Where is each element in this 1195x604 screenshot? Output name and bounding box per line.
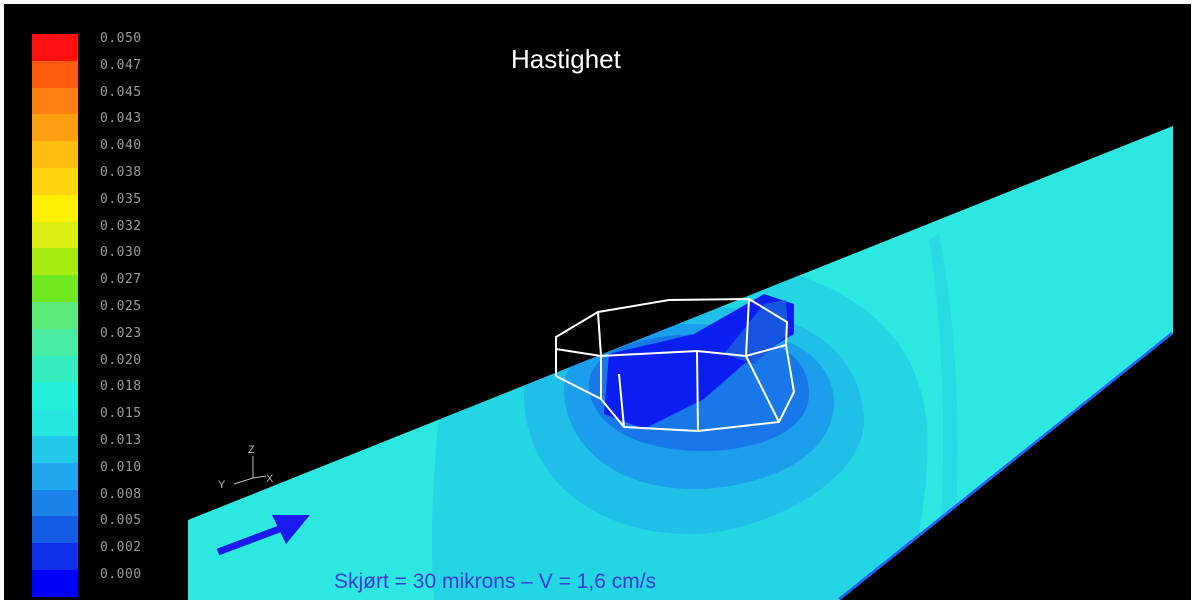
legend-swatch: [32, 34, 78, 62]
wireframe-edge-6: [745, 298, 750, 357]
flow-direction-arrow: [216, 515, 310, 556]
wireframe-body: [555, 297, 796, 433]
legend-swatch: [32, 141, 78, 169]
legend-swatch: [32, 489, 78, 517]
figure-title: Hastighet: [511, 44, 621, 74]
legend-swatch: [32, 328, 78, 357]
legend-swatch: [32, 409, 78, 437]
band-under-right: [929, 234, 958, 600]
legend-swatch: [32, 87, 78, 115]
legend-label: 0.013: [100, 433, 142, 448]
legend-swatch: [32, 355, 78, 383]
wireframe-edge-3: [597, 311, 602, 357]
velocity-plane: [188, 126, 1173, 600]
legend-swatch: [32, 60, 78, 89]
legend-label: 0.045: [100, 84, 142, 100]
legend-swatch: [32, 382, 78, 410]
flow-scene: Z Y X: [188, 126, 1173, 600]
legend-label: 0.050: [100, 31, 142, 46]
legend-swatch: [32, 436, 78, 464]
legend-label: 0.015: [100, 406, 142, 422]
legend-swatch: [32, 302, 78, 330]
legend-swatch: [32, 543, 78, 571]
legend-label: 0.010: [100, 459, 142, 475]
legend-swatch: [32, 221, 78, 249]
axis-triad: Z Y X: [218, 444, 274, 491]
legend-swatch: [32, 462, 78, 491]
legend-label: 0.038: [100, 165, 142, 180]
axis-z-label: Z: [248, 444, 255, 456]
simulation-viewport: Z Y X Hastighet Skjørt = 30 mikrons – V …: [4, 4, 1191, 600]
legend-label: 0.020: [100, 352, 142, 368]
figure-caption: Skjørt = 30 mikrons – V = 1,6 cm/s: [334, 570, 657, 593]
axis-y-label: Y: [218, 479, 226, 491]
legend-label: 0.002: [100, 540, 142, 556]
legend-label: 0.030: [100, 245, 142, 261]
legend-swatch: [32, 275, 78, 303]
wireframe-edge-5: [745, 355, 780, 423]
legend-label: 0.040: [100, 138, 142, 154]
legend-label: 0.023: [100, 325, 142, 341]
legend-swatch: [32, 570, 78, 598]
legend-label: 0.000: [100, 567, 142, 582]
legend-label: 0.025: [100, 299, 142, 314]
legend-label: 0.018: [100, 379, 142, 395]
legend-swatch: [32, 168, 78, 196]
legend-label: 0.008: [100, 486, 142, 502]
legend-label: 0.032: [100, 218, 142, 234]
legend-swatch: [32, 516, 78, 544]
legend-label: 0.035: [100, 191, 142, 207]
legend-label: 0.043: [100, 111, 142, 127]
right-region: [840, 126, 1173, 600]
legend-swatch: [32, 114, 78, 142]
wireframe-edge-7: [618, 373, 625, 428]
wireframe-edge-4: [696, 350, 699, 432]
legend-label: 0.047: [100, 57, 142, 73]
legend-label: 0.027: [100, 272, 142, 288]
legend-label: 0.005: [100, 513, 142, 529]
axis-x-label: X: [266, 473, 274, 485]
legend-swatch: [32, 194, 78, 223]
legend-swatch: [32, 248, 78, 276]
